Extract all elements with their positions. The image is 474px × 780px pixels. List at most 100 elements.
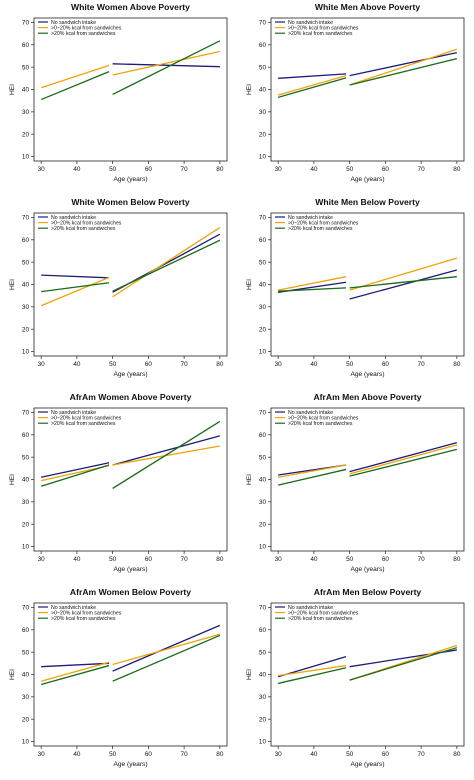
- series-line-high: [277, 77, 347, 98]
- x-tick-label: 70: [181, 166, 189, 173]
- legend-label: >0~20% kcal from sandwiches: [288, 610, 359, 616]
- legend-label: >20% kcal from sandwiches: [288, 226, 353, 232]
- chart-panel: AfrAm Women Above Poverty 10 20 30 40 50 60 70 3…: [0, 390, 237, 585]
- x-tick-label: 80: [453, 361, 461, 368]
- y-tick-label: 40: [259, 282, 267, 289]
- y-tick-label: 10: [22, 544, 30, 551]
- legend-label: No sandwich intake: [288, 215, 333, 221]
- x-tick-label: 50: [109, 556, 117, 563]
- series-line-low: [278, 664, 347, 677]
- chart-svg: White Men Below Poverty 10 20 30 40 50 60 70 30 4…: [246, 197, 465, 378]
- y-tick-label: 60: [22, 432, 30, 439]
- y-tick-label: 10: [259, 349, 267, 356]
- y-tick-label: 70: [259, 605, 267, 612]
- x-tick-label: 70: [418, 166, 426, 173]
- x-tick-label: 80: [453, 166, 461, 173]
- chart-title: White Men Below Poverty: [315, 197, 420, 207]
- series-line-low: [277, 75, 347, 96]
- chart-svg: White Men Above Poverty 10 20 30 40 50 60 70 30 4…: [246, 2, 465, 183]
- series-line-high: [349, 647, 458, 681]
- x-tick-label: 30: [38, 166, 46, 173]
- y-axis-label: HEI: [246, 84, 253, 95]
- series-line-none: [41, 662, 110, 668]
- x-tick-label: 80: [216, 751, 224, 758]
- x-axis-label: Age (years): [113, 176, 147, 183]
- x-tick-label: 80: [216, 556, 224, 563]
- series-line-none: [112, 435, 221, 466]
- x-tick-label: 50: [346, 361, 354, 368]
- x-axis-label: Age (years): [350, 566, 384, 573]
- series-line-high: [278, 468, 347, 486]
- y-tick-label: 10: [22, 349, 30, 356]
- x-tick-label: 30: [38, 361, 46, 368]
- series-line-high: [41, 282, 110, 293]
- chart-svg: AfrAm Men Below Poverty 10 20 30 40 50 60 70 30 4…: [246, 587, 465, 768]
- y-axis-label: HEI: [246, 474, 253, 485]
- chart-panel: White Men Above Poverty 10 20 30 40 50 60 70 30 4…: [237, 0, 474, 195]
- y-tick-label: 60: [259, 42, 267, 49]
- x-tick-label: 60: [145, 361, 153, 368]
- x-tick-label: 80: [453, 556, 461, 563]
- legend-label: >20% kcal from sandwiches: [288, 616, 353, 622]
- y-tick-label: 60: [22, 627, 30, 634]
- chart-title: AfrAm Women Above Poverty: [70, 392, 192, 402]
- y-tick-label: 40: [22, 282, 30, 289]
- x-axis-label: Age (years): [350, 371, 384, 378]
- series-line-high: [40, 464, 110, 487]
- y-tick-label: 70: [259, 20, 267, 27]
- y-axis-label: HEI: [9, 279, 16, 290]
- y-tick-label: 20: [22, 521, 30, 528]
- series-line-low: [40, 64, 110, 89]
- x-tick-label: 40: [310, 361, 318, 368]
- legend-label: No sandwich intake: [51, 215, 96, 221]
- series-line-none: [349, 269, 458, 300]
- y-tick-label: 20: [259, 326, 267, 333]
- legend-label: >0~20% kcal from sandwiches: [288, 25, 359, 31]
- series-line-high: [349, 276, 457, 289]
- x-tick-label: 50: [346, 751, 354, 758]
- chart-panel: White Men Below Poverty 10 20 30 40 50 60 70 30 4…: [237, 195, 474, 390]
- plot-frame: [33, 17, 228, 162]
- y-tick-label: 20: [259, 521, 267, 528]
- y-tick-label: 70: [22, 605, 30, 612]
- series-line-high: [349, 58, 458, 86]
- legend-label: No sandwich intake: [288, 20, 333, 26]
- y-tick-label: 50: [259, 454, 267, 461]
- chart-title: AfrAm Men Above Poverty: [313, 392, 421, 402]
- y-tick-label: 50: [22, 649, 30, 656]
- series-line-low: [349, 444, 458, 475]
- legend-label: >0~20% kcal from sandwiches: [51, 415, 122, 421]
- y-tick-label: 30: [259, 304, 267, 311]
- x-tick-label: 40: [73, 166, 81, 173]
- y-tick-label: 40: [259, 672, 267, 679]
- chart-svg: White Women Above Poverty 10 20 30 40 50 60 70 3…: [9, 2, 228, 183]
- series-line-high: [112, 634, 221, 682]
- chart-svg: White Women Below Poverty 10 20 30 40 50 60 70 3…: [9, 197, 228, 378]
- series-line-high: [40, 71, 110, 101]
- y-axis-label: HEI: [246, 669, 253, 680]
- legend-label: No sandwich intake: [288, 605, 333, 611]
- series-line-none: [112, 63, 220, 68]
- x-tick-label: 50: [346, 556, 354, 563]
- series-line-high: [112, 239, 221, 292]
- legend-label: No sandwich intake: [288, 410, 333, 416]
- y-tick-label: 60: [259, 432, 267, 439]
- x-tick-label: 70: [181, 556, 189, 563]
- y-tick-label: 50: [259, 649, 267, 656]
- x-tick-label: 30: [38, 751, 46, 758]
- y-tick-label: 60: [259, 237, 267, 244]
- y-tick-label: 30: [259, 499, 267, 506]
- series-line-low: [112, 50, 220, 76]
- x-tick-label: 50: [346, 166, 354, 173]
- y-tick-label: 20: [259, 131, 267, 138]
- y-tick-label: 70: [22, 410, 30, 417]
- series-line-none: [278, 73, 347, 79]
- series-line-none: [41, 274, 110, 279]
- x-tick-label: 50: [109, 166, 117, 173]
- y-tick-label: 40: [22, 672, 30, 679]
- x-tick-label: 70: [181, 751, 189, 758]
- y-tick-label: 40: [259, 87, 267, 94]
- x-tick-label: 80: [216, 361, 224, 368]
- series-line-high: [349, 448, 458, 477]
- x-tick-label: 60: [382, 166, 390, 173]
